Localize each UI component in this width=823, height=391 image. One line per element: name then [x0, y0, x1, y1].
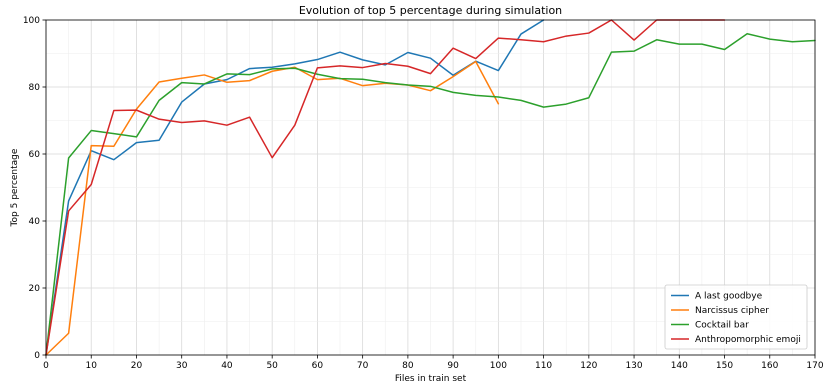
chart-title: Evolution of top 5 percentage during sim… [299, 4, 562, 17]
x-tick-label: 20 [131, 361, 143, 371]
x-tick-label: 120 [580, 361, 597, 371]
y-tick-label: 80 [29, 83, 41, 93]
legend-label: Anthropomorphic emoji [695, 335, 801, 345]
x-tick-label: 150 [716, 361, 733, 371]
x-tick-label: 130 [625, 361, 642, 371]
legend-label: A last goodbye [695, 292, 763, 302]
y-tick-label: 100 [23, 16, 40, 26]
axis-ticks: 0 10 20 30 40 50 60 70 80 90 100 110 120 130 140 150 160… [23, 16, 823, 371]
y-axis-label: Top 5 percentage [10, 148, 20, 227]
legend-label: Cocktail bar [695, 321, 749, 331]
series-lines [45, 19, 816, 356]
legend: A last goodbye Narcissus cipher Cocktail b… [664, 284, 808, 350]
y-tick-label: 40 [29, 217, 41, 227]
x-tick-label: 100 [490, 361, 507, 371]
series-line [45, 19, 545, 356]
x-tick-label: 50 [266, 361, 278, 371]
x-tick-label: 0 [43, 361, 49, 371]
x-tick-label: 90 [447, 361, 459, 371]
legend-label: Narcissus cipher [695, 306, 769, 316]
x-axis-label: Files in train set [395, 374, 467, 384]
x-tick-label: 140 [671, 361, 688, 371]
plot-frame [45, 19, 816, 356]
x-tick-label: 60 [312, 361, 324, 371]
x-tick-label: 170 [806, 361, 823, 371]
y-tick-label: 60 [29, 150, 41, 160]
x-tick-label: 40 [221, 361, 233, 371]
legend-entries: A last goodbye Narcissus cipher Cocktail b… [671, 292, 801, 345]
x-tick-label: 80 [402, 361, 414, 371]
legend-box [664, 284, 808, 350]
x-tick-label: 70 [357, 361, 369, 371]
x-tick-label: 30 [176, 361, 188, 371]
x-tick-label: 110 [535, 361, 552, 371]
x-tick-label: 10 [86, 361, 98, 371]
y-tick-label: 20 [29, 284, 41, 294]
x-tick-label: 160 [761, 361, 778, 371]
y-tick-label: 0 [34, 351, 40, 361]
series-line [45, 32, 816, 356]
series-line [45, 60, 500, 356]
